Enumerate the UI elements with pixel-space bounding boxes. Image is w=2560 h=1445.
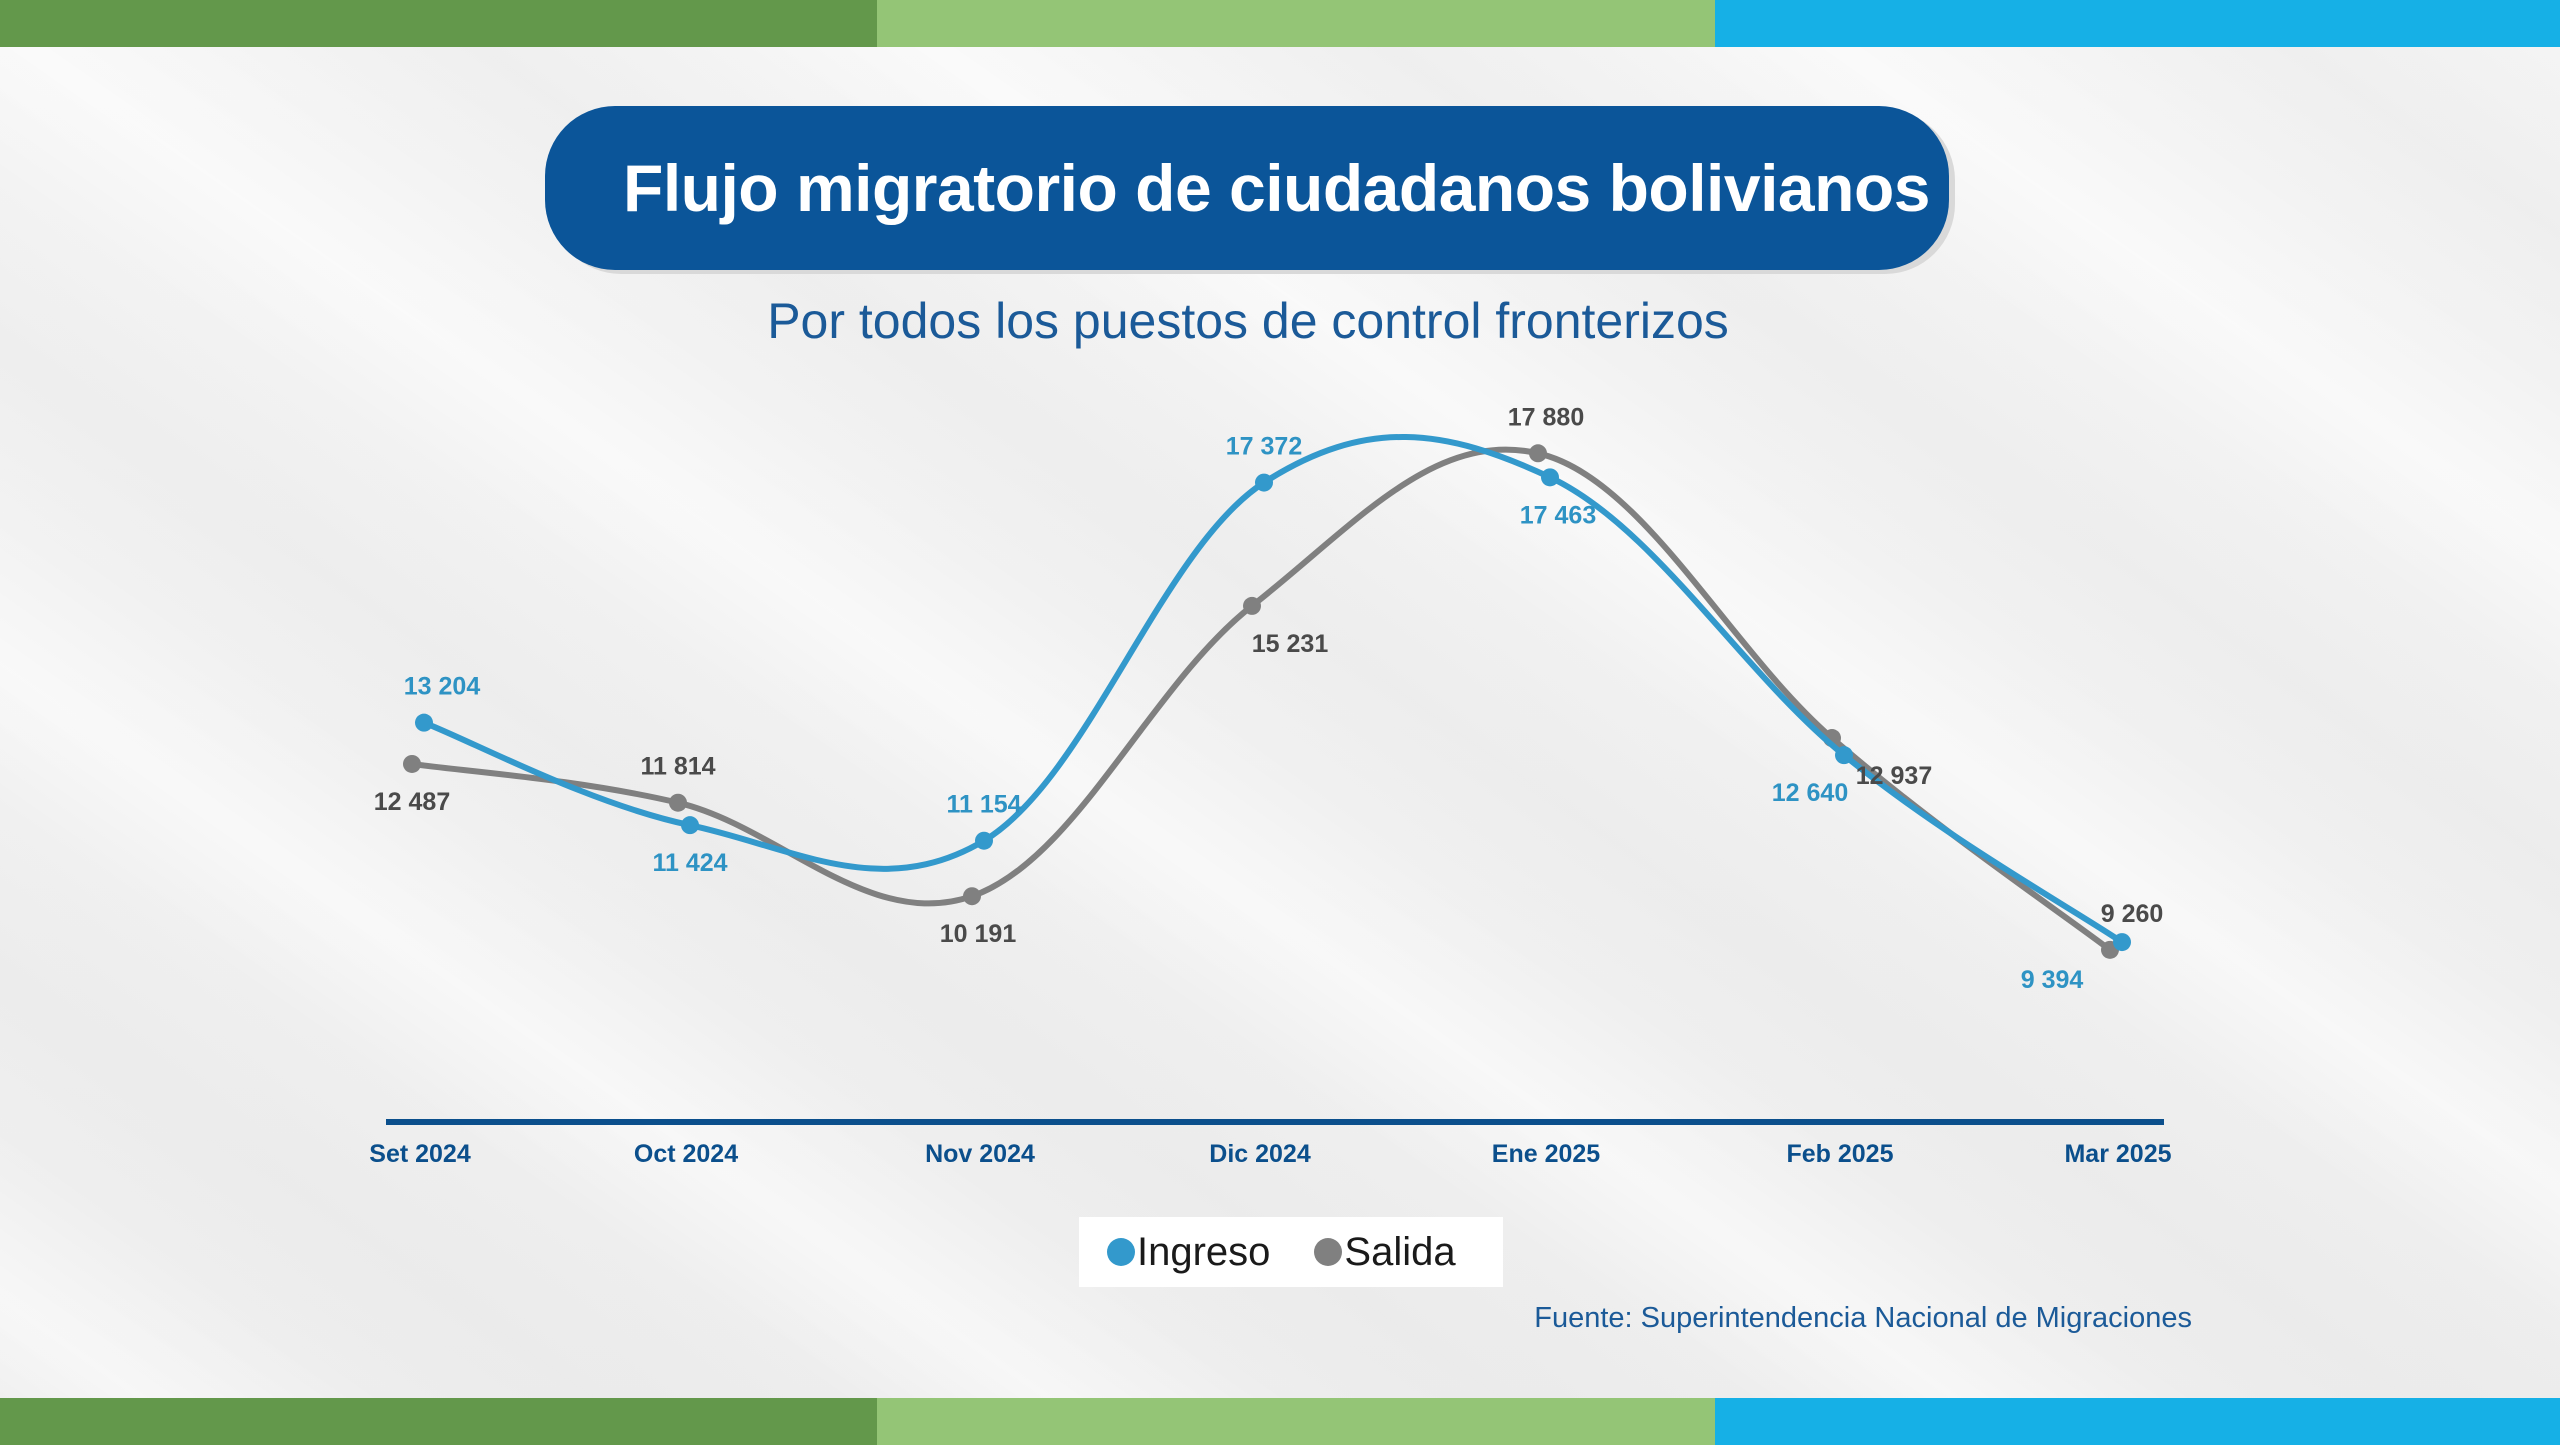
- bottom-color-stripe: [0, 1398, 2560, 1445]
- legend-dot-salida-icon: [1314, 1238, 1343, 1266]
- data-point-salida: [1243, 596, 1261, 615]
- data-point-ingreso: [2113, 933, 2131, 952]
- chart-subtitle: Por todos los puestos de control fronter…: [767, 293, 1729, 349]
- legend: Ingreso Salida: [1079, 1217, 1503, 1287]
- x-tick-label: Mar 2025: [2064, 1140, 2171, 1168]
- stripe-dark-green: [0, 1398, 877, 1445]
- data-label-salida: 12 937: [1856, 762, 1932, 790]
- data-labels: 12 487 11 814 10 191 15 231 17 880 12 937 9 26…: [374, 403, 2164, 994]
- top-color-stripe: [0, 0, 2560, 47]
- stripe-blue: [1715, 1398, 2560, 1445]
- data-label-salida: 9 260: [2101, 900, 2164, 928]
- data-label-ingreso: 12 640: [1772, 779, 1848, 807]
- data-label-ingreso: 17 372: [1226, 433, 1302, 461]
- data-label-ingreso: 17 463: [1520, 501, 1596, 529]
- data-label-ingreso: 9 394: [2021, 966, 2084, 994]
- series-layer: [403, 434, 2131, 959]
- source-note: Fuente: Superintendencia Nacional de Mig…: [1534, 1302, 2192, 1334]
- legend-item-ingreso: Ingreso: [1107, 1230, 1270, 1275]
- data-label-ingreso: 11 154: [946, 791, 1021, 819]
- x-tick-label: Set 2024: [369, 1140, 471, 1168]
- legend-item-salida: Salida: [1314, 1229, 1456, 1275]
- data-point-ingreso: [975, 831, 993, 850]
- data-label-salida: 15 231: [1252, 630, 1329, 658]
- legend-label-salida: Salida: [1344, 1229, 1456, 1274]
- data-label-ingreso: 11 424: [652, 849, 727, 877]
- data-label-salida: 17 880: [1508, 403, 1584, 431]
- data-label-salida: 10 191: [940, 920, 1017, 948]
- data-label-ingreso: 13 204: [404, 673, 481, 701]
- data-point-ingreso: [1541, 468, 1559, 487]
- data-point-salida: [963, 887, 981, 906]
- data-point-ingreso: [1835, 746, 1853, 765]
- data-point-ingreso: [415, 713, 433, 732]
- data-label-salida: 11 814: [640, 753, 715, 781]
- chart-title: Flujo migratorio de ciudadanos boliviano…: [623, 151, 1930, 225]
- legend-label-ingreso: Ingreso: [1137, 1229, 1271, 1274]
- x-tick-label: Nov 2024: [925, 1140, 1035, 1168]
- x-tick-label: Oct 2024: [634, 1140, 738, 1168]
- x-tick-label: Feb 2025: [1786, 1140, 1893, 1168]
- data-point-ingreso: [681, 816, 699, 835]
- x-tick-label: Dic 2024: [1209, 1140, 1311, 1168]
- legend-dot-ingreso-icon: [1107, 1238, 1135, 1266]
- data-label-salida: 12 487: [374, 788, 450, 816]
- x-tick-label: Ene 2025: [1492, 1140, 1601, 1168]
- stripe-blue: [1715, 0, 2560, 47]
- x-axis-tick-labels: Set 2024 Oct 2024 Nov 2024 Dic 2024 Ene 2025…: [369, 1140, 2171, 1168]
- stripe-dark-green: [0, 0, 877, 47]
- stripe-light-green: [877, 1398, 1715, 1445]
- data-point-ingreso: [1255, 473, 1273, 492]
- title-banner: Flujo migratorio de ciudadanos boliviano…: [545, 106, 1949, 270]
- data-point-salida: [403, 754, 421, 773]
- data-point-salida: [1529, 444, 1547, 463]
- data-point-salida: [669, 793, 687, 812]
- stripe-light-green: [877, 0, 1715, 47]
